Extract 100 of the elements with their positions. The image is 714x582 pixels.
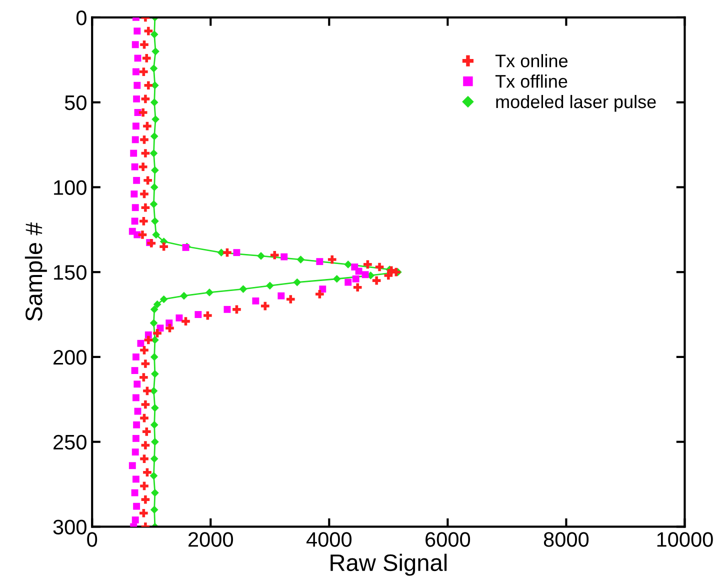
point <box>144 336 153 344</box>
point <box>132 516 139 524</box>
point <box>375 262 384 272</box>
point <box>132 448 139 456</box>
point <box>132 394 140 402</box>
point <box>140 136 148 144</box>
point <box>176 314 183 322</box>
point <box>141 94 150 104</box>
point <box>344 260 352 268</box>
point <box>160 242 168 251</box>
point <box>150 420 158 429</box>
point <box>150 200 158 208</box>
point <box>137 340 144 347</box>
point <box>206 288 214 296</box>
point <box>355 268 362 275</box>
point <box>143 386 152 396</box>
point <box>140 454 148 463</box>
point <box>152 115 160 124</box>
x-tick-label: 4000 <box>306 532 352 547</box>
point <box>150 64 158 72</box>
x-axis-title: Raw Signal <box>330 554 447 576</box>
point <box>153 329 162 338</box>
point <box>131 367 138 374</box>
y-tick-label: 0 <box>76 10 86 26</box>
point <box>224 306 231 313</box>
point <box>160 295 168 304</box>
point <box>316 290 324 298</box>
y-tick-label: 250 <box>54 434 86 450</box>
point <box>150 438 159 446</box>
point <box>140 190 148 198</box>
point <box>150 149 158 158</box>
point <box>134 380 141 388</box>
legend-label: Tx online <box>495 54 568 68</box>
x-tick-label: 8000 <box>544 532 589 547</box>
point <box>141 149 150 158</box>
point <box>133 176 140 184</box>
y-tick-label: 50 <box>64 95 86 110</box>
legend-label: modeled laser pulse <box>496 94 656 112</box>
point <box>142 54 151 62</box>
point <box>316 258 324 266</box>
y-tick-label: 300 <box>53 520 86 534</box>
point <box>194 311 202 318</box>
point <box>150 353 158 361</box>
point <box>132 434 140 442</box>
point <box>352 275 360 282</box>
point <box>150 454 158 463</box>
point <box>134 82 141 89</box>
point <box>153 300 162 308</box>
point <box>147 239 156 248</box>
point <box>132 41 139 48</box>
point <box>150 30 158 38</box>
point <box>266 282 274 290</box>
point <box>138 108 148 117</box>
point <box>150 132 158 140</box>
point <box>141 495 150 504</box>
point <box>132 136 139 144</box>
point <box>152 47 160 56</box>
point <box>134 408 142 415</box>
point <box>384 271 393 280</box>
point <box>150 472 158 480</box>
point <box>150 98 158 106</box>
point <box>152 230 160 239</box>
point <box>286 295 295 304</box>
point <box>143 122 152 130</box>
point <box>141 441 150 450</box>
point <box>150 319 158 327</box>
point <box>260 302 270 310</box>
point <box>353 283 362 292</box>
point <box>139 216 148 226</box>
point <box>131 218 138 225</box>
point <box>180 292 188 300</box>
point <box>364 260 372 269</box>
point <box>328 255 336 264</box>
point <box>144 176 152 185</box>
point <box>133 502 140 510</box>
point <box>138 162 148 172</box>
point <box>134 28 141 35</box>
point <box>130 190 138 198</box>
point <box>133 95 140 102</box>
point <box>233 249 240 256</box>
point <box>150 488 159 497</box>
x-tick-label: 0 <box>87 532 98 547</box>
y-tick-label: 200 <box>54 350 86 365</box>
y-tick-label: 100 <box>54 180 86 195</box>
point <box>130 150 138 157</box>
point <box>150 506 158 514</box>
point <box>140 40 148 49</box>
point <box>132 353 140 360</box>
point <box>139 373 148 382</box>
point <box>140 346 148 354</box>
point <box>223 248 232 257</box>
point <box>280 253 288 260</box>
point <box>143 468 152 477</box>
point <box>140 414 148 422</box>
point <box>144 26 153 36</box>
point <box>293 278 302 286</box>
x-tick-label: 2000 <box>188 532 233 547</box>
x-tick-label: 10000 <box>657 532 713 547</box>
point <box>134 54 142 62</box>
point <box>138 230 147 239</box>
